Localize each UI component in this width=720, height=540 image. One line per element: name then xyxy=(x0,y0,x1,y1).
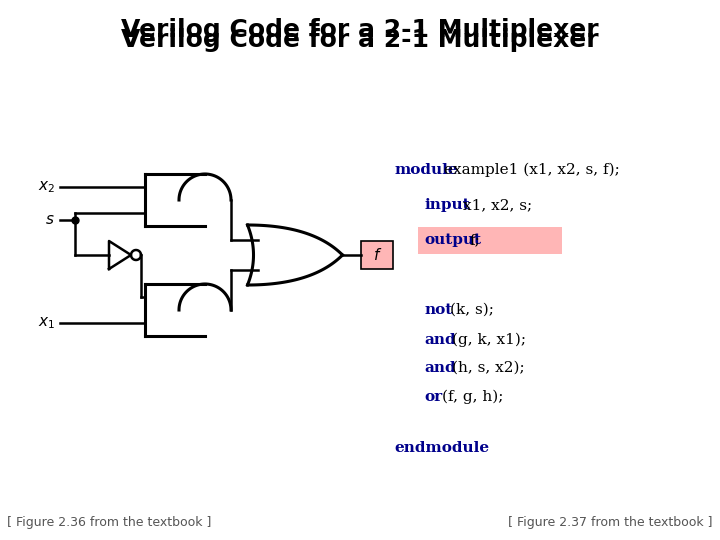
Text: $x_1$: $x_1$ xyxy=(38,315,55,331)
Text: Verilog Code for a 2-1 Multiplexer: Verilog Code for a 2-1 Multiplexer xyxy=(121,18,599,42)
Text: module: module xyxy=(395,163,458,177)
Text: $x_2$: $x_2$ xyxy=(38,179,55,195)
FancyBboxPatch shape xyxy=(418,226,562,253)
Text: endmodule: endmodule xyxy=(395,441,490,455)
Text: and: and xyxy=(425,361,456,375)
Text: f;: f; xyxy=(469,233,480,247)
FancyBboxPatch shape xyxy=(361,241,392,269)
Text: (g, k, x1);: (g, k, x1); xyxy=(452,333,526,347)
Text: output: output xyxy=(425,233,482,247)
Text: input: input xyxy=(425,198,470,212)
Text: or: or xyxy=(425,390,443,404)
Text: example1 (x1, x2, s, f);: example1 (x1, x2, s, f); xyxy=(444,163,619,177)
Text: (k, s);: (k, s); xyxy=(450,303,494,317)
Text: Verilog Code for a 2-1 Multiplexer: Verilog Code for a 2-1 Multiplexer xyxy=(121,28,599,52)
Text: not: not xyxy=(425,303,453,317)
Text: (f, g, h);: (f, g, h); xyxy=(442,390,503,404)
Text: $s$: $s$ xyxy=(45,213,55,227)
Text: and: and xyxy=(425,333,456,347)
Text: [ Figure 2.37 from the textbook ]: [ Figure 2.37 from the textbook ] xyxy=(508,516,713,529)
Text: x1, x2, s;: x1, x2, s; xyxy=(463,198,532,212)
Text: f: f xyxy=(374,247,379,262)
Text: [ Figure 2.36 from the textbook ]: [ Figure 2.36 from the textbook ] xyxy=(7,516,212,529)
Text: (h, s, x2);: (h, s, x2); xyxy=(452,361,525,375)
